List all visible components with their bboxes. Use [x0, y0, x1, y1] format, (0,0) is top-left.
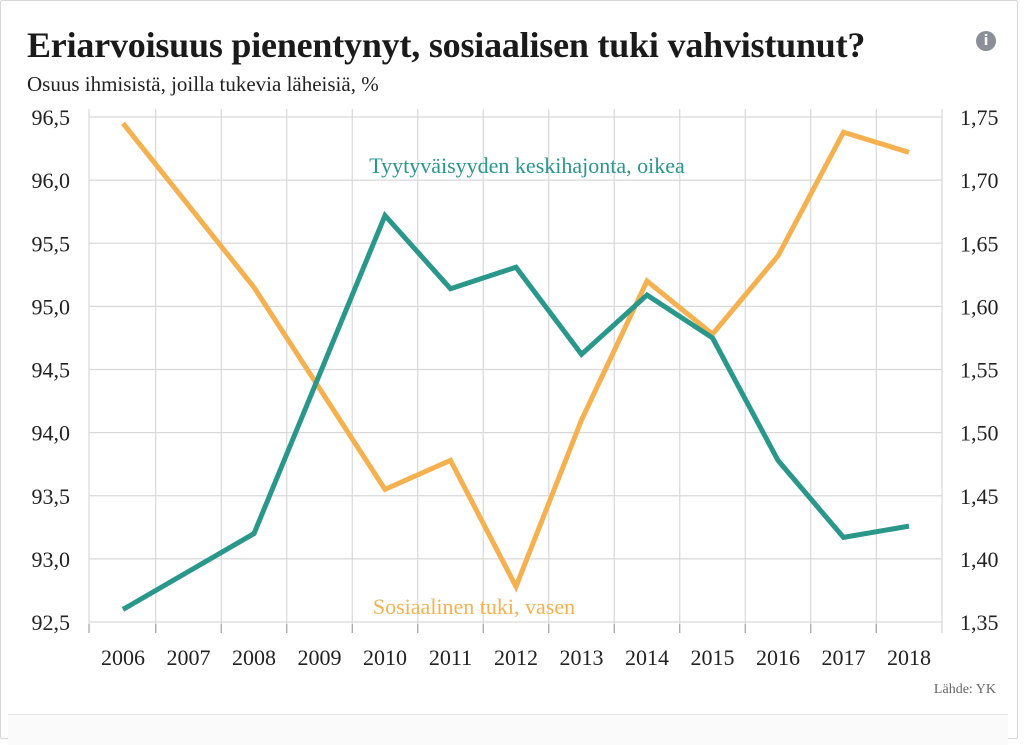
grid-lines [88, 109, 943, 633]
bottom-bar [8, 714, 1008, 745]
left-tick-label: 96,0 [32, 168, 71, 193]
source-note: Lähde: YK [933, 682, 996, 697]
series-labels: Tyytyväisyyden keskihajonta, oikea Sosiaa… [369, 153, 685, 619]
left-tick-label: 96,5 [32, 105, 71, 130]
series-lines [121, 121, 910, 612]
left-tick-label: 94,0 [32, 421, 71, 446]
x-axis: 2006 2007 2008 2009 2010 2011 2012 2013 2014 2015… [88, 624, 931, 670]
x-tick-label: 2014 [625, 645, 669, 670]
right-tick-label: 1,55 [960, 358, 999, 383]
left-axis: 92,5 93,0 93,5 94,0 94,5 95,0 95,5 96,0 96,5 [32, 105, 71, 635]
x-tick-label: 2017 [822, 645, 866, 670]
right-axis: 1,35 1,40 1,45 1,50 1,55 1,60 1,65 1,70 1,75 [960, 105, 999, 635]
series-line-keskihajonta [121, 210, 910, 612]
x-tick-label: 2013 [560, 645, 604, 670]
x-tick-label: 2010 [363, 645, 407, 670]
chart-title: Eriarvoisuus pienentynyt, sosiaalisen tu… [27, 25, 866, 65]
x-tick-label: 2015 [691, 645, 735, 670]
left-tick-label: 95,0 [32, 294, 71, 319]
x-tick-label: 2016 [756, 645, 800, 670]
x-tick-label: 2012 [494, 645, 538, 670]
right-tick-label: 1,35 [960, 610, 999, 635]
right-tick-label: 1,50 [960, 421, 999, 446]
right-tick-label: 1,75 [960, 105, 999, 130]
x-tick-label: 2018 [887, 645, 931, 670]
x-tick-label: 2011 [429, 645, 472, 670]
left-tick-label: 93,0 [32, 547, 71, 572]
right-tick-label: 1,70 [960, 168, 999, 193]
right-tick-label: 1,40 [960, 547, 999, 572]
x-tick-label: 2007 [167, 645, 211, 670]
x-tick-label: 2008 [232, 645, 276, 670]
left-tick-label: 93,5 [32, 484, 71, 509]
right-tick-label: 1,65 [960, 231, 999, 256]
left-tick-label: 95,5 [32, 231, 71, 256]
series-label-keskihajonta: Tyytyväisyyden keskihajonta, oikea [369, 153, 685, 178]
left-tick-label: 94,5 [32, 358, 71, 383]
x-tick-label: 2009 [298, 645, 342, 670]
x-tick-label: 2006 [101, 645, 145, 670]
right-tick-label: 1,45 [960, 484, 999, 509]
left-tick-label: 92,5 [32, 610, 71, 635]
right-tick-label: 1,60 [960, 294, 999, 319]
series-line-sosiaalinen-tuki [121, 121, 910, 593]
chart-subtitle: Osuus ihmisistä, joilla tukevia läheisiä… [27, 72, 379, 96]
series-label-sosiaalinen-tuki: Sosiaalinen tuki, vasen [373, 594, 575, 619]
info-icon[interactable]: i [976, 31, 996, 51]
